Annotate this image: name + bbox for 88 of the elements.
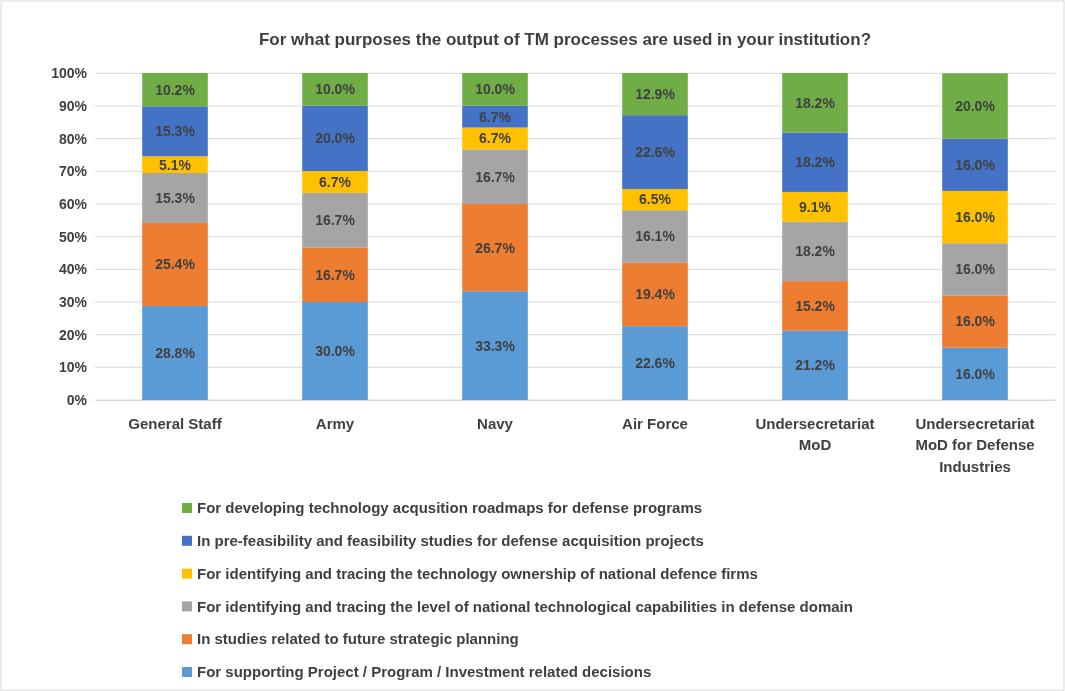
x-tick-label: Undersecretariat MoD	[755, 414, 875, 454]
bar	[142, 172, 208, 223]
data-label: 15.3%	[155, 189, 196, 206]
data-label: 10.0%	[475, 81, 516, 98]
legend-label: For supporting Project / Program / Investment related decisions	[197, 663, 652, 681]
y-tick-label: 80%	[58, 130, 88, 147]
bar	[782, 330, 848, 400]
data-label: 15.2%	[795, 297, 836, 314]
y-tick-label: 20%	[58, 326, 88, 343]
bar	[942, 138, 1008, 191]
x-tick-label: Undersecretariat MoD for Defense Industries	[915, 414, 1035, 476]
data-label: 22.6%	[635, 354, 676, 371]
y-tick-label: 70%	[58, 163, 88, 180]
data-label: 16.0%	[955, 208, 996, 225]
data-label: 25.4%	[155, 256, 196, 273]
bar	[622, 326, 688, 400]
bar	[622, 73, 688, 116]
y-tick-label: 90%	[58, 97, 88, 114]
data-label: 28.8%	[155, 344, 196, 361]
data-label: 33.3%	[475, 337, 516, 354]
chart-title: For what purposes the output of TM processes are used in your institution?	[258, 30, 872, 49]
data-label: 9.1%	[799, 198, 832, 215]
bar	[142, 305, 208, 400]
data-label: 6.7%	[479, 108, 512, 125]
bar	[142, 106, 208, 157]
x-tick-label: Army	[315, 414, 355, 432]
bar	[622, 115, 688, 189]
bar	[782, 73, 848, 133]
data-label: 30.0%	[315, 342, 356, 359]
data-label: 16.7%	[315, 266, 356, 283]
data-label: 6.7%	[319, 173, 352, 190]
y-tick-label: 10%	[58, 359, 88, 376]
bar	[782, 132, 848, 192]
legend-label: For developing technology acqusition roadmaps for defense programs	[197, 499, 703, 517]
bar	[462, 291, 528, 400]
data-label: 6.5%	[639, 191, 672, 208]
legend-label: In pre-feasibility and feasibility studies for defense acquisition projects	[197, 532, 704, 550]
bar	[942, 347, 1008, 400]
y-tick-label: 50%	[58, 228, 88, 245]
bar	[622, 210, 688, 263]
data-label: 20.0%	[315, 130, 356, 147]
x-tick-label: Air Force	[622, 414, 688, 432]
data-label: 19.4%	[635, 286, 676, 303]
data-label: 16.1%	[635, 228, 676, 245]
y-tick-label: 60%	[58, 195, 88, 212]
y-tick-label: 40%	[58, 261, 88, 278]
data-label: 18.2%	[795, 154, 836, 171]
data-label: 16.7%	[315, 212, 356, 229]
bar	[942, 190, 1008, 244]
data-label: 12.9%	[635, 85, 676, 102]
bar	[782, 221, 848, 282]
data-label: 16.0%	[955, 261, 996, 278]
bar	[462, 204, 528, 292]
bar	[942, 295, 1008, 348]
data-label: 6.7%	[479, 130, 512, 147]
bar	[782, 191, 848, 222]
data-label: 16.0%	[955, 313, 996, 330]
data-label: 16.7%	[475, 168, 516, 185]
legend-label: For identifying and tracing the technology ownership of national defence firms	[197, 564, 758, 582]
x-tick-label: Navy	[477, 414, 514, 432]
bar	[302, 247, 368, 302]
bar	[302, 105, 368, 171]
bar	[622, 262, 688, 327]
data-label: 10.0%	[315, 81, 356, 98]
data-label: 20.0%	[955, 97, 996, 114]
bar	[302, 302, 368, 400]
data-label: 18.2%	[795, 243, 836, 260]
bar	[302, 192, 368, 248]
legend-label: In studies related to future strategic planning	[197, 630, 519, 648]
data-label: 5.1%	[159, 156, 192, 173]
data-label: 10.2%	[155, 81, 196, 98]
bar	[782, 281, 848, 331]
y-tick-label: 0%	[66, 391, 88, 408]
y-tick-label: 100%	[51, 65, 88, 82]
data-label: 16.0%	[955, 365, 996, 382]
data-label: 21.2%	[795, 357, 836, 374]
data-label: 26.7%	[475, 239, 516, 256]
bar	[462, 149, 528, 204]
data-label: 22.6%	[635, 143, 676, 160]
data-label: 18.2%	[795, 94, 836, 111]
y-tick-label: 30%	[58, 293, 88, 310]
bar	[942, 243, 1008, 296]
bar	[942, 73, 1008, 139]
data-label: 15.3%	[155, 123, 196, 140]
legend-label: For identifying and tracing the level of national technological capabilities in defense domain	[197, 597, 853, 615]
x-tick-label: General Staff	[128, 414, 223, 432]
bar	[142, 222, 208, 306]
data-label: 16.0%	[955, 156, 996, 173]
